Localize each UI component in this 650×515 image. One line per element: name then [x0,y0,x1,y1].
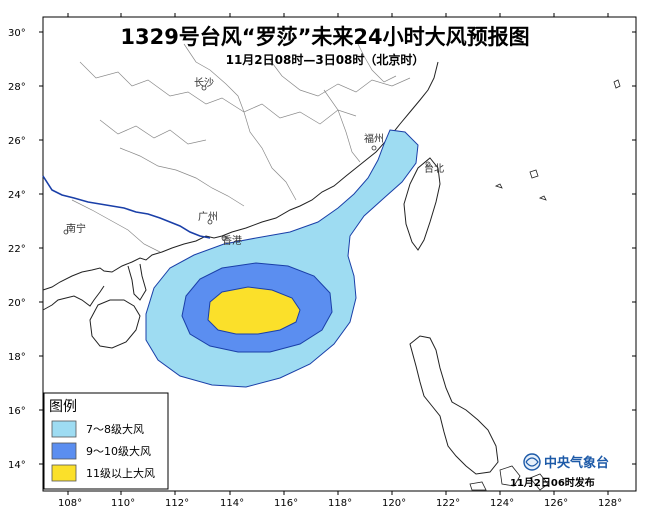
taiwan-island [403,157,441,251]
lat-label-30: 30° [8,28,26,39]
cma-logo [523,453,541,471]
guangzhou-marker [207,219,213,225]
legend-swatch-9-10 [51,442,77,460]
changsha-marker [201,85,207,91]
lon-label-126: 126° [544,498,568,509]
philippine-islands [469,465,549,491]
lat-label-14: 14° [8,460,26,471]
lon-label-124: 124° [490,498,514,509]
lon-ticks [67,13,609,495]
legend-title: 图例 [49,399,77,415]
lon-label-120: 120° [382,498,406,509]
lat-label-16: 16° [8,406,26,417]
lat-label-18: 18° [8,352,26,363]
national-border [42,175,211,239]
leizhou-peninsula [127,263,147,301]
legend-swatch-11-plus [51,464,77,482]
legend-label-7-8: 7～8级大风 [86,422,144,436]
taibei-marker [425,161,431,167]
city-label-fuzhou: 福州 [364,132,384,145]
legend-label-11-plus: 11级以上大风 [86,466,155,480]
province-borders [71,39,411,253]
legend-swatch-7-8 [51,420,77,438]
map-subtitle: 11月2日08时—3日08时（北京时） [226,52,425,67]
lon-label-116: 116° [274,498,298,509]
city-markers [63,85,431,241]
lon-label-128: 128° [598,498,622,509]
city-label-nanning: 南宁 [66,222,86,235]
lat-label-26: 26° [8,136,26,147]
hainan-island [89,299,141,349]
city-label-changsha: 长沙 [194,77,214,89]
vietnam-coastline [42,285,105,311]
issue-time: 11月2日06时发布 [510,476,595,489]
lat-label-20: 20° [8,298,26,309]
lon-label-122: 122° [436,498,460,509]
cma-logo-swirl [525,457,539,467]
city-label-taibei: 台北 [424,162,444,175]
lat-ticks [39,31,636,465]
legend: 图例 7～8级大风 9～10级大风 11级以上大风 [43,392,169,490]
city-label-hongkong: 香港 [222,235,242,247]
map-title: 1329号台风“罗莎”未来24小时大风预报图 [120,25,529,49]
nanning-marker [63,229,69,235]
lon-label-114: 114° [220,498,244,509]
lat-label-22: 22° [8,244,26,255]
city-label-guangzhou: 广州 [198,211,218,223]
cma-logo-icon [523,453,541,471]
lat-label-24: 24° [8,190,26,201]
luzon-island [409,335,499,475]
lat-label-28: 28° [8,82,26,93]
small-islands-east [494,79,621,201]
lon-label-118: 118° [328,498,352,509]
gale-11-plus-area [207,286,301,335]
lon-label-108: 108° [58,498,82,509]
legend-label-9-10: 9～10级大风 [86,444,151,458]
hongkong-marker [221,235,227,241]
agency-name: 中央气象台 [544,455,609,471]
lon-label-110: 110° [111,498,135,509]
fuzhou-marker [371,145,377,151]
lon-label-112: 112° [165,498,189,509]
